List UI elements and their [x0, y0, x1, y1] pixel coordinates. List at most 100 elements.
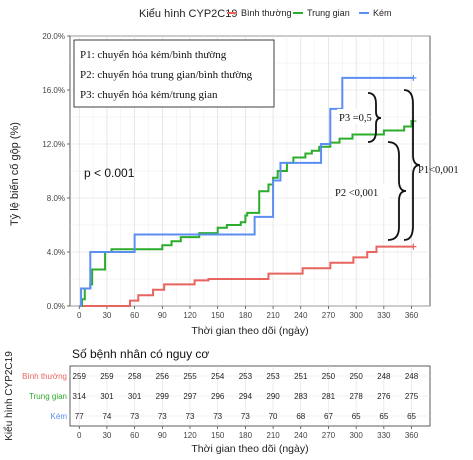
- pvalue-legend-box: P1: chuyển hóa kém/bình thường P2: chuyể…: [73, 39, 275, 108]
- risk-cell: 73: [130, 412, 139, 421]
- risk-table-y-label: Kiểu hình CYP2C19: [3, 351, 15, 441]
- risk-cell: 73: [186, 412, 195, 421]
- p1-brace: [403, 89, 421, 241]
- risk-x-tick-label: 60: [130, 431, 139, 440]
- risk-x-tick-label: 120: [183, 431, 197, 440]
- risk-cell: 73: [213, 412, 222, 421]
- risk-table-grid: [70, 366, 430, 426]
- y-tick-label: 4.0%: [47, 248, 65, 257]
- x-tick-label: 210: [266, 311, 280, 320]
- p2-label-bg: [333, 184, 389, 199]
- risk-cell: 254: [211, 372, 225, 381]
- p2-bracket: P2 <0,001: [333, 141, 407, 241]
- risk-x-tick-label: 0: [77, 431, 82, 440]
- series-line-0: [79, 245, 414, 307]
- risk-cell: 276: [377, 392, 391, 401]
- risk-table-x-ticks: 0 30 60 90 120 150 180 210 240 270 300 330 360: [77, 426, 419, 440]
- p2-brace: [387, 141, 407, 241]
- risk-table-cells: 259 259 258 256 255 254 253 253 251 250 250 248 248 3…: [73, 372, 419, 421]
- risk-cell: 73: [241, 412, 250, 421]
- risk-cell: 290: [266, 392, 280, 401]
- y-axis-label: Tỷ lệ biến cố gộp (%): [9, 122, 21, 226]
- series-line-2: [79, 76, 414, 307]
- risk-cell: 250: [349, 372, 363, 381]
- pvalue-box-line-2: P2: chuyển hóa trung gian/bình thường: [80, 69, 253, 81]
- risk-row-label: Trung gian: [29, 392, 67, 401]
- x-tick-label: 90: [158, 311, 167, 320]
- pvalue-box-frame: [73, 39, 275, 108]
- risk-x-tick-label: 210: [266, 431, 280, 440]
- risk-cell: 275: [405, 392, 419, 401]
- risk-cell: 299: [156, 392, 170, 401]
- risk-cell: 248: [405, 372, 419, 381]
- risk-x-tick-label: 270: [322, 431, 336, 440]
- risk-cell: 250: [322, 372, 336, 381]
- risk-cell: 74: [102, 412, 111, 421]
- pvalue-box-line-1: P1: chuyển hóa kém/bình thường: [80, 49, 227, 61]
- risk-cell: 278: [349, 392, 363, 401]
- legend: Kiểu hình CYP2C19 Bình thường Trung gian…: [139, 8, 392, 20]
- risk-cell: 255: [183, 372, 197, 381]
- risk-table-title: Số bệnh nhân có nguy cơ: [72, 347, 209, 361]
- risk-x-tick-label: 300: [349, 431, 363, 440]
- x-tick-label: 30: [102, 311, 111, 320]
- x-tick-label: 240: [294, 311, 308, 320]
- risk-x-tick-label: 30: [102, 431, 111, 440]
- legend-title: Kiểu hình CYP2C19: [139, 8, 237, 20]
- x-tick-label: 120: [183, 311, 197, 320]
- p3-label-bg: [337, 109, 375, 124]
- p1-label: P1<0,001: [418, 165, 459, 176]
- y-tick-label: 0.0%: [47, 302, 65, 311]
- x-tick-label: 270: [322, 311, 336, 320]
- risk-cell: 294: [239, 392, 253, 401]
- pvalue-box-line-3: P3: chuyển hóa kém/trung gian: [80, 89, 218, 101]
- x-tick-label: 150: [211, 311, 225, 320]
- censor-mark: [410, 243, 417, 250]
- x-axis-ticks: 0 30 60 90 120 150 180 210 240 270 300 330 360: [77, 306, 419, 320]
- risk-cell: 65: [407, 412, 416, 421]
- legend-label-trung-gian: Trung gian: [307, 8, 350, 18]
- risk-row-label: Kém: [51, 412, 68, 421]
- risk-x-tick-label: 150: [211, 431, 225, 440]
- risk-cell: 65: [352, 412, 361, 421]
- x-axis-label: Thời gian theo dõi (ngày): [191, 325, 308, 337]
- risk-cell: 251: [294, 372, 308, 381]
- risk-cell: 68: [296, 412, 305, 421]
- risk-x-tick-label: 360: [405, 431, 419, 440]
- risk-x-tick-label: 240: [294, 431, 308, 440]
- risk-cell: 77: [75, 412, 84, 421]
- risk-cell: 253: [239, 372, 253, 381]
- risk-cell: 301: [128, 392, 142, 401]
- risk-cell: 67: [324, 412, 333, 421]
- p3-label: P3 =0,5: [339, 113, 372, 124]
- overall-p-value: p < 0.001: [84, 166, 135, 180]
- x-tick-label: 330: [377, 311, 391, 320]
- p2-label: P2 <0,001: [335, 188, 378, 199]
- legend-label-binh-thuong: Bình thường: [241, 8, 291, 18]
- risk-x-tick-label: 180: [239, 431, 253, 440]
- risk-table-x-label: Thời gian theo dõi (ngày): [191, 443, 308, 455]
- risk-cell: 258: [128, 372, 142, 381]
- risk-cell: 248: [377, 372, 391, 381]
- y-tick-label: 16.0%: [42, 86, 65, 95]
- y-tick-label: 12.0%: [42, 140, 65, 149]
- risk-cell: 283: [294, 392, 308, 401]
- risk-cell: 259: [73, 372, 87, 381]
- series-lines: [79, 74, 417, 307]
- censor-mark: [410, 74, 417, 81]
- risk-cell: 301: [100, 392, 114, 401]
- legend-label-kem: Kém: [373, 8, 392, 18]
- risk-cell: 297: [183, 392, 197, 401]
- y-tick-label: 8.0%: [47, 194, 65, 203]
- x-tick-label: 360: [405, 311, 419, 320]
- risk-cell: 259: [100, 372, 114, 381]
- y-axis-ticks: 0.0% 4.0% 8.0% 12.0% 16.0% 20.0%: [42, 32, 70, 311]
- p3-bracket: P3 =0,5: [337, 92, 382, 143]
- x-tick-label: 180: [239, 311, 253, 320]
- risk-row-label: Bình thường: [22, 372, 67, 381]
- risk-x-tick-label: 90: [158, 431, 167, 440]
- risk-cell: 281: [322, 392, 336, 401]
- risk-x-tick-label: 330: [377, 431, 391, 440]
- p1-bracket: P1<0,001: [403, 89, 459, 241]
